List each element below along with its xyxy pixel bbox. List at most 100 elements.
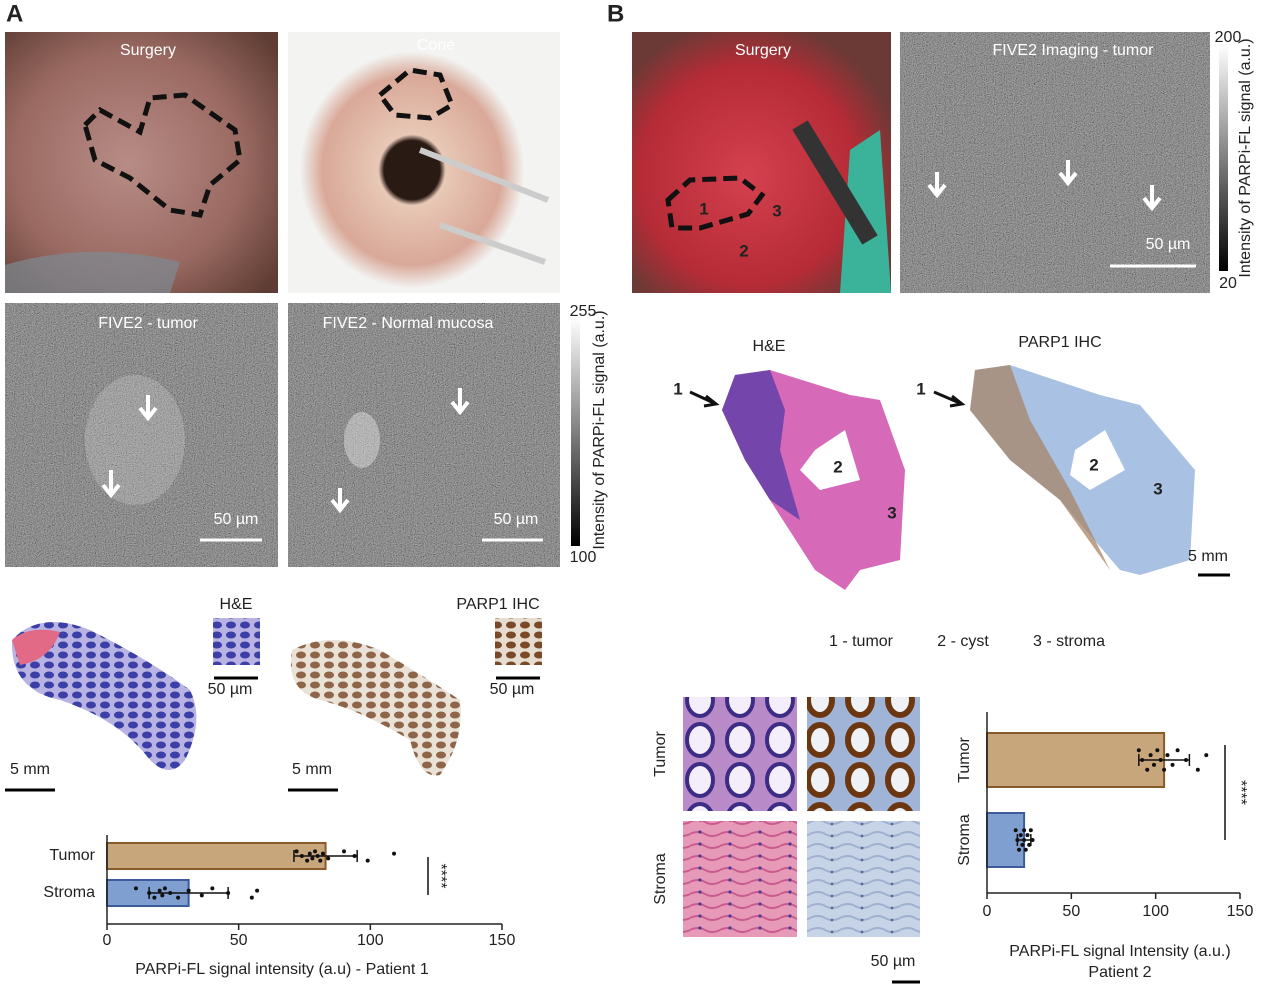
- micrograph: [807, 821, 920, 937]
- data-point: [1204, 753, 1209, 758]
- data-point: [249, 895, 254, 900]
- data-point: [1025, 833, 1030, 838]
- slide-he: [11, 622, 197, 770]
- x-tick-label: 150: [1227, 903, 1254, 920]
- arrow: [101, 395, 158, 499]
- region-number: 3: [772, 201, 781, 220]
- data-point: [1184, 758, 1189, 762]
- scale-label: 50 µm: [494, 511, 539, 528]
- data-point: [1162, 767, 1167, 772]
- cyst: [1070, 430, 1125, 490]
- data-point: [133, 886, 138, 891]
- data-point: [1022, 828, 1027, 833]
- data-point: [1022, 838, 1027, 842]
- x-axis-label: Patient 2: [1088, 964, 1151, 981]
- data-point: [313, 849, 318, 854]
- cyst: [800, 430, 860, 490]
- data-point: [1175, 748, 1180, 753]
- slide-he: [722, 370, 800, 520]
- data-point: [147, 891, 152, 895]
- region-number: 1: [673, 379, 682, 398]
- significance-label: ****: [1232, 780, 1249, 805]
- data-point: [1015, 838, 1020, 842]
- photo: [5, 32, 278, 293]
- data-point: [160, 893, 165, 898]
- data-point: [1017, 847, 1022, 852]
- data-point: [307, 851, 312, 856]
- micrograph: [683, 697, 797, 811]
- y-tick-label: Tumor: [49, 847, 95, 864]
- tumor-outline: [82, 92, 243, 218]
- x-tick-label: 0: [983, 903, 992, 920]
- scale-label: 5 mm: [1188, 548, 1228, 565]
- legend-item: 2 - cyst: [937, 633, 989, 650]
- legend-item: 1 - tumor: [829, 633, 894, 650]
- colorbar: [571, 318, 580, 546]
- inset: [213, 618, 260, 665]
- image-title: Surgery: [735, 42, 791, 59]
- data-point: [226, 891, 231, 895]
- data-point: [1018, 833, 1023, 838]
- region-number: 1: [699, 199, 708, 218]
- data-point: [186, 888, 191, 893]
- data-point: [1028, 828, 1033, 833]
- inset-title: H&E: [220, 596, 253, 613]
- data-point: [176, 895, 181, 900]
- data-point: [365, 858, 370, 863]
- cone-specimen: [300, 52, 524, 288]
- data-point: [1148, 753, 1153, 758]
- significance-label: ****: [432, 864, 449, 889]
- y-tick-label: Stroma: [956, 814, 973, 866]
- fluorescence-image: [900, 32, 1210, 293]
- micrograph: [807, 697, 920, 811]
- data-point: [352, 854, 357, 858]
- glove: [840, 130, 891, 293]
- scale-label: 5 mm: [292, 761, 332, 778]
- data-point: [1140, 758, 1145, 762]
- data-point: [1155, 748, 1160, 753]
- data-point: [1145, 767, 1150, 772]
- data-point: [1013, 828, 1018, 833]
- data-point: [315, 854, 320, 858]
- slide-title: PARP1 IHC: [1018, 334, 1101, 351]
- x-tick-label: 150: [489, 932, 516, 949]
- colorbar-label: Intensity of PARPi-FL signal (a.u.): [1237, 38, 1254, 277]
- data-point: [210, 886, 215, 891]
- data-point: [392, 851, 397, 856]
- data-point: [1170, 762, 1175, 767]
- region-number: 2: [739, 241, 748, 260]
- arrow: [933, 390, 966, 408]
- fluorescence-image: [5, 303, 278, 567]
- arrow: [689, 390, 720, 408]
- scale-label: 50 µm: [871, 953, 916, 970]
- data-point: [318, 858, 323, 863]
- tumor-signal: [85, 375, 185, 505]
- scale-label: 5 mm: [10, 761, 50, 778]
- colorbar-max: 255: [570, 303, 597, 320]
- data-point: [294, 849, 299, 854]
- inset: [495, 618, 542, 665]
- slide-ihc: [970, 365, 1110, 570]
- signal: [344, 412, 380, 468]
- x-tick-label: 100: [1142, 903, 1169, 920]
- data-point: [1020, 842, 1025, 847]
- data-point: [152, 895, 157, 900]
- image-title: FIVE2 - tumor: [98, 315, 198, 332]
- slide-he: [12, 629, 60, 665]
- data-point: [168, 891, 173, 895]
- row-label: Tumor: [652, 731, 669, 777]
- colorbar-min: 20: [1219, 275, 1237, 292]
- data-point: [305, 858, 310, 863]
- y-tick-label: Tumor: [956, 737, 973, 783]
- colorbar: [1219, 45, 1228, 271]
- scale-label: 50 µm: [1146, 236, 1191, 253]
- data-point: [326, 856, 331, 861]
- data-point: [162, 886, 167, 891]
- data-point: [1195, 767, 1200, 772]
- x-tick-label: 50: [1062, 903, 1080, 920]
- data-point: [299, 854, 304, 858]
- data-point: [1165, 753, 1170, 758]
- slide-ihc: [290, 640, 461, 776]
- x-tick-label: 100: [357, 932, 384, 949]
